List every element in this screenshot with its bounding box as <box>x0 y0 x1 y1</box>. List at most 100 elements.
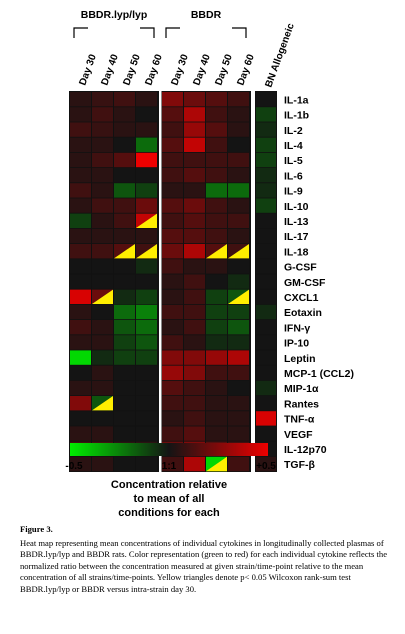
heatmap-cell <box>206 183 227 198</box>
heatmap-cell <box>184 183 205 198</box>
heatmap-cell <box>256 183 276 198</box>
heatmap-cell <box>114 137 135 152</box>
column-label: Day 50 <box>121 53 143 87</box>
heatmap-cell <box>136 168 157 183</box>
row-label: IP-10 <box>284 338 309 350</box>
heatmap-cell <box>114 183 135 198</box>
heatmap-cell <box>184 107 205 122</box>
heatmap-cell <box>206 198 227 213</box>
heatmap-cell <box>114 289 135 304</box>
heatmap-cell <box>162 198 183 213</box>
row-label: GM-CSF <box>284 277 326 289</box>
significance-triangle <box>228 244 249 259</box>
heatmap-cell <box>184 137 205 152</box>
heatmap-cell <box>92 244 113 259</box>
heatmap-cell <box>136 152 157 168</box>
heatmap-cell <box>92 350 113 365</box>
heatmap-cell <box>228 304 249 320</box>
heatmap-cell <box>228 396 249 411</box>
heatmap-cell <box>206 213 227 228</box>
row-label: TGF-β <box>284 459 315 471</box>
heatmap-cell <box>228 350 249 365</box>
row-label: MIP-1α <box>284 383 319 395</box>
heatmap-cell <box>92 426 113 441</box>
colorbar-tick-label: +0.5 <box>256 461 276 472</box>
heatmap-cell <box>162 122 183 137</box>
column-label: Day 50 <box>213 53 235 87</box>
heatmap-cell <box>184 289 205 304</box>
heatmap-cell <box>70 107 91 122</box>
heatmap-cell <box>136 198 157 213</box>
figure-label: Figure 3. <box>20 524 53 534</box>
heatmap-cell <box>114 380 135 396</box>
heatmap-cell <box>70 320 91 335</box>
group-separator <box>251 84 254 474</box>
group-bracket <box>165 27 247 38</box>
heatmap-cell <box>92 320 113 335</box>
colorbar-tick-label: -0.5 <box>65 461 83 472</box>
heatmap-cell <box>70 244 91 259</box>
row-label: IL-10 <box>284 201 309 213</box>
heatmap-cell <box>92 168 113 183</box>
heatmap-cells <box>69 84 277 474</box>
heatmap-cell <box>256 213 276 228</box>
heatmap-cell <box>114 274 135 289</box>
heatmap-cell <box>162 107 183 122</box>
heatmap-cell <box>92 380 113 396</box>
heatmap-cell <box>162 396 183 411</box>
heatmap-cell <box>162 259 183 274</box>
heatmap-cell <box>114 365 135 380</box>
heatmap-cell <box>228 335 249 350</box>
heatmap-cell <box>184 380 205 396</box>
heatmap-cell <box>70 380 91 396</box>
heatmap-cell <box>136 426 157 441</box>
heatmap-cell <box>114 320 135 335</box>
heatmap-cell <box>162 320 183 335</box>
heatmap-cell <box>184 92 205 107</box>
row-label: IL-12p70 <box>284 444 327 456</box>
heatmap-cell <box>136 350 157 365</box>
heatmap-cell <box>92 122 113 137</box>
heatmap-cell <box>70 456 91 472</box>
heatmap-cell <box>136 380 157 396</box>
heatmap-cell <box>184 396 205 411</box>
heatmap-cell <box>70 274 91 289</box>
heatmap-cell <box>256 122 276 137</box>
row-label: Eotaxin <box>284 307 322 319</box>
significance-triangle <box>228 289 249 304</box>
heatmap-cell <box>228 274 249 289</box>
heatmap-cell <box>114 456 135 472</box>
significance-triangle <box>136 213 157 228</box>
heatmap-cell <box>114 198 135 213</box>
row-label: IFN-γ <box>284 322 310 334</box>
column-label: Day 60 <box>235 53 257 87</box>
heatmap-cell <box>70 259 91 274</box>
heatmap-cell <box>162 183 183 198</box>
heatmap-cell <box>256 168 276 183</box>
heatmap-cell <box>228 152 249 168</box>
colorbar-bar <box>70 443 268 456</box>
heatmap-cell <box>70 168 91 183</box>
heatmap-cell <box>92 259 113 274</box>
heatmap-cell <box>136 92 157 107</box>
heatmap-cell <box>256 228 276 244</box>
heatmap-cell <box>92 198 113 213</box>
heatmap-cell <box>92 137 113 152</box>
row-label: Rantes <box>284 398 319 410</box>
figure-caption: Figure 3. Heat map representing mean con… <box>20 524 392 595</box>
row-label: IL-4 <box>284 140 303 152</box>
heatmap-cell <box>136 274 157 289</box>
caption-text: Heat map representing mean concentration… <box>20 537 388 594</box>
heatmap-cell <box>228 183 249 198</box>
heatmap-cell <box>114 152 135 168</box>
heatmap-cell <box>162 365 183 380</box>
heatmap-cell <box>206 304 227 320</box>
heatmap-cell <box>184 198 205 213</box>
heatmap-cell <box>114 168 135 183</box>
heatmap-cell <box>136 107 157 122</box>
column-label: Day 30 <box>169 53 191 87</box>
heatmap-figure: BBDR.lyp/lyp BBDR Day 30 Day 40 Day 50 Day 6… <box>65 9 354 519</box>
heatmap-cell <box>136 228 157 244</box>
heatmap-cell <box>92 304 113 320</box>
heatmap-cell <box>256 365 276 380</box>
